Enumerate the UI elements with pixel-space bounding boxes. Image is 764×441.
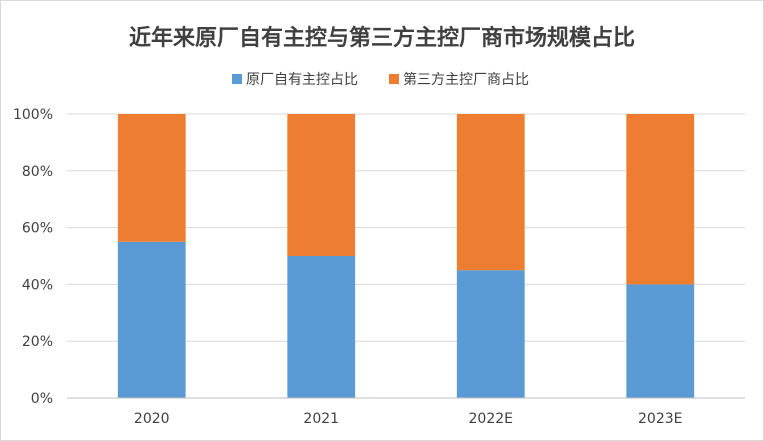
- bar-2021-series-1: [287, 114, 356, 256]
- x-tick-label: 2023E: [638, 411, 682, 427]
- bar-2023E-series-1: [626, 114, 695, 285]
- bar-2020-series-0: [117, 241, 186, 398]
- y-tick-label: 20%: [22, 334, 53, 350]
- chart-title: 近年来原厂自有主控与第三方主控厂商市场规模占比: [129, 25, 635, 51]
- legend-swatch-0: [232, 74, 242, 84]
- x-axis-tick-labels: 2020 2021 2022E 2023E: [134, 411, 683, 427]
- y-tick-label: 0%: [31, 391, 53, 407]
- legend-label-1: 第三方主控厂商占比: [403, 71, 529, 88]
- legend-swatch-1: [389, 74, 399, 84]
- y-tick-label: 80%: [22, 164, 53, 180]
- x-tick-label: 2020: [134, 411, 170, 427]
- y-tick-label: 60%: [22, 221, 53, 237]
- bar-2022E-series-1: [456, 114, 525, 271]
- y-axis-tick-labels: 0% 20% 40% 60% 80% 100%: [13, 107, 53, 407]
- bar-2021-series-0: [287, 256, 356, 398]
- legend: 原厂自有主控占比 第三方主控厂商占比: [232, 71, 529, 88]
- x-tick-label: 2022E: [469, 411, 513, 427]
- bar-2023E-series-0: [626, 284, 695, 398]
- y-tick-label: 40%: [22, 277, 53, 293]
- y-tick-label: 100%: [13, 107, 53, 123]
- x-tick-label: 2021: [303, 411, 339, 427]
- bar-2020-series-1: [117, 114, 186, 242]
- bars: [117, 114, 695, 398]
- legend-label-0: 原厂自有主控占比: [246, 72, 358, 88]
- bar-2022E-series-0: [456, 270, 525, 398]
